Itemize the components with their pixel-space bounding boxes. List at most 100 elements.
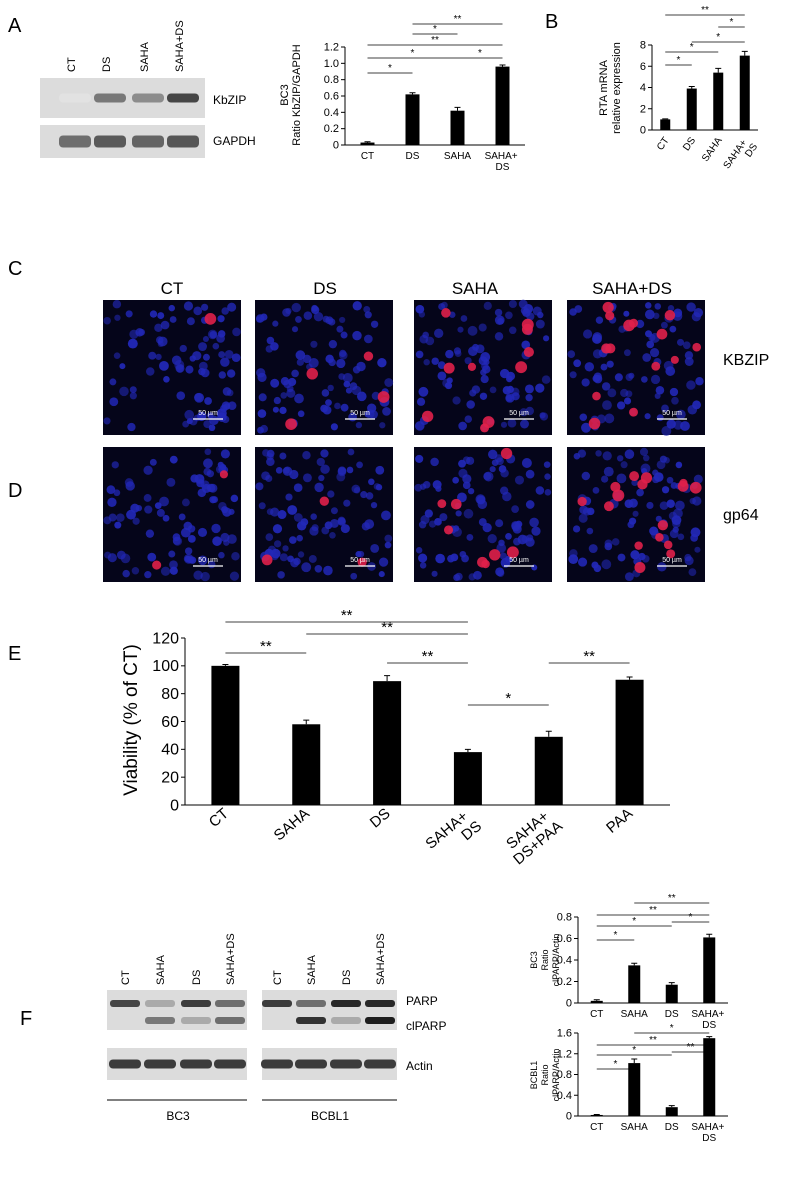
panel-label: C (8, 258, 22, 280)
nucleus (320, 464, 330, 474)
nucleus (471, 385, 481, 394)
nucleus (356, 361, 366, 372)
nucleus (422, 331, 430, 339)
lane-label: SAHA (306, 954, 318, 985)
scale-label: 50 µm (198, 557, 218, 564)
nucleus (692, 400, 701, 410)
scale-label: 50 µm (662, 410, 682, 417)
band (296, 1000, 326, 1007)
row-label: gp64 (723, 507, 759, 524)
nucleus (595, 450, 602, 457)
stained-cell (523, 346, 534, 358)
nucleus (220, 449, 230, 459)
y-tick-label: 0.8 (557, 1069, 572, 1081)
bar (665, 984, 678, 1003)
nucleus (511, 505, 519, 514)
stained-cell (363, 351, 374, 361)
nucleus (526, 312, 535, 321)
nucleus (184, 547, 193, 555)
nucleus (695, 377, 704, 386)
nucleus (684, 357, 694, 366)
band (110, 1017, 140, 1024)
lane-label: DS (101, 57, 113, 72)
nucleus (649, 348, 660, 358)
nucleus (143, 465, 153, 475)
band (59, 135, 91, 148)
nucleus (635, 319, 645, 329)
nucleus (666, 476, 674, 484)
nucleus (445, 349, 454, 359)
stained-cell (319, 496, 329, 506)
nucleus (265, 474, 273, 483)
nucleus (351, 385, 362, 396)
nucleus (135, 328, 144, 337)
error-bar (715, 67, 722, 73)
nucleus (567, 350, 576, 358)
column-header: CT (161, 279, 184, 298)
nucleus (340, 403, 349, 412)
nucleus (144, 505, 153, 514)
scale-label: 50 µm (350, 410, 370, 417)
nucleus (157, 312, 165, 320)
nucleus (568, 554, 579, 565)
y-axis-label: BCBL1 (529, 1061, 539, 1090)
y-tick-label: 0.2 (557, 976, 572, 988)
nucleus (452, 476, 459, 484)
nucleus (227, 401, 237, 411)
nucleus (103, 417, 111, 425)
nucleus (171, 355, 182, 366)
nucleus (452, 527, 462, 537)
nucleus (373, 483, 381, 490)
stained-cell (634, 561, 646, 573)
nucleus (446, 377, 453, 384)
significance-label: * (505, 690, 511, 707)
nucleus (630, 550, 640, 560)
nucleus (327, 384, 334, 392)
nucleus (418, 386, 429, 397)
significance-label: * (632, 1045, 636, 1056)
nucleus (641, 554, 650, 563)
stained-cell (450, 498, 462, 510)
nucleus (313, 311, 324, 322)
stained-cell (443, 362, 455, 374)
nucleus (418, 553, 428, 563)
nucleus (588, 544, 598, 554)
nucleus (111, 461, 119, 469)
nucleus (581, 378, 590, 387)
nucleus (227, 302, 237, 312)
nucleus (220, 357, 230, 367)
nucleus (202, 353, 210, 361)
nucleus (224, 349, 234, 359)
nucleus (539, 412, 546, 419)
x-tick-label: CT (590, 1009, 603, 1020)
y-tick-label: 0.2 (324, 123, 339, 135)
nucleus (511, 521, 521, 532)
nucleus (287, 555, 294, 563)
nucleus (323, 565, 333, 576)
significance-label: ** (649, 905, 657, 916)
nucleus (508, 299, 517, 309)
x-tick-label: SAHA (271, 805, 313, 844)
nucleus (483, 472, 492, 481)
nucleus (296, 534, 303, 542)
panel-label: F (20, 1008, 32, 1030)
x-tick-label: CT (590, 1122, 603, 1133)
nucleus (229, 571, 240, 581)
nucleus (690, 527, 701, 538)
nucleus (257, 409, 267, 418)
nucleus (120, 553, 131, 564)
significance-label: ** (583, 648, 595, 665)
nucleus (310, 340, 318, 348)
nucleus (495, 519, 504, 528)
y-axis-label: relative expression (611, 42, 623, 134)
nucleus (119, 386, 129, 397)
y-tick-label: 80 (161, 686, 179, 703)
nucleus (336, 358, 346, 369)
nucleus (212, 342, 220, 350)
stained-cell (219, 470, 228, 479)
y-tick-label: 6 (640, 61, 646, 73)
nucleus (159, 496, 169, 507)
nucleus (337, 466, 347, 476)
nucleus (584, 362, 595, 372)
bar (703, 937, 716, 1003)
